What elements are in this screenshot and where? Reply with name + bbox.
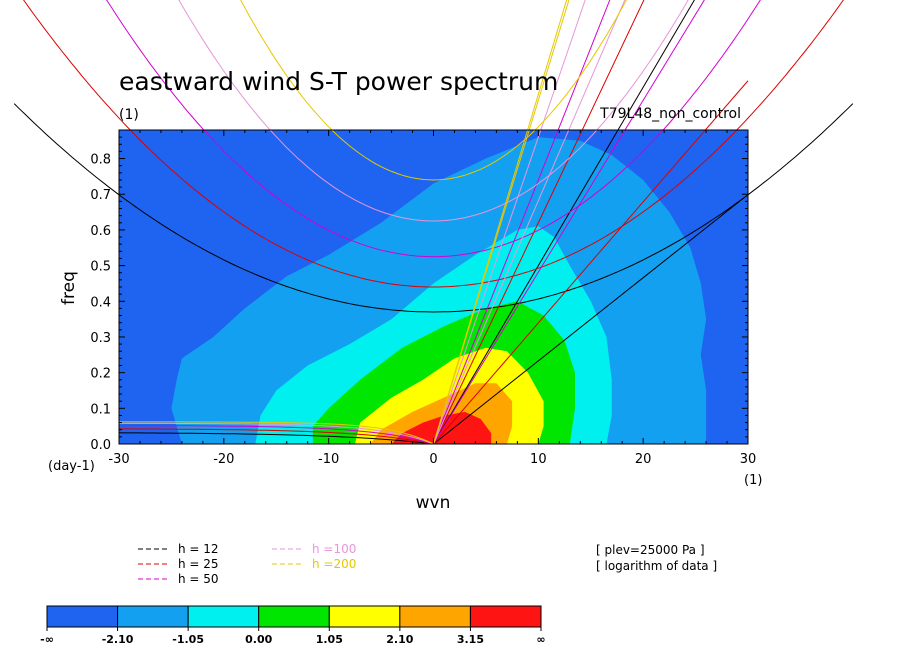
x-tick-label: 30	[740, 452, 757, 467]
colorbar-swatch	[117, 605, 189, 628]
colorbar-swatch	[328, 605, 401, 628]
eastward-line-h50	[433, 0, 611, 445]
x-tick-label: -20	[213, 452, 234, 467]
y-tick-label: 0.8	[90, 153, 111, 168]
colorbar-label: 3.15	[457, 633, 484, 646]
units-label-left: (1)	[119, 107, 139, 123]
chart-title: eastward wind S-T power spectrum	[119, 67, 558, 96]
colorbar-swatch	[187, 605, 260, 628]
eastward-line-h25	[433, 0, 645, 445]
colorbar-label: -1.05	[172, 633, 204, 646]
colorbar-swatch	[46, 605, 119, 628]
x-axis-title: wvn	[416, 493, 451, 513]
y-tick-label: 0.6	[90, 224, 111, 239]
legend-label: h =200	[312, 557, 356, 571]
eastward-line-h100	[433, 0, 586, 445]
y-tick-label: 0.7	[90, 188, 111, 203]
contour-fill-layer	[171, 137, 707, 444]
eastward-line-h12	[433, 0, 695, 445]
rossby-curve-h100	[119, 422, 434, 445]
x-tick-label: -30	[108, 452, 129, 467]
colorbar: -∞ -2.10 -1.05 0.00 1.05 2.10 3.15 ∞	[40, 605, 546, 646]
ig-curve-h12	[13, 103, 854, 313]
legend-label: h = 50	[178, 572, 219, 586]
colorbar-swatch	[258, 605, 330, 628]
colorbar-label: 2.10	[386, 633, 413, 646]
kelvin-line-h100	[433, 0, 626, 445]
y-tick-label: 0.0	[90, 438, 111, 453]
y-tick-label: 0.5	[90, 260, 111, 275]
colorbar-label: -∞	[40, 633, 54, 646]
level-note: [ plev=25000 Pa ]	[596, 543, 705, 557]
colorbar-swatch	[469, 605, 542, 628]
y-tick-label: 0.1	[90, 402, 111, 417]
eastward-line-h200	[433, 0, 568, 445]
rossby-curve-h50	[119, 425, 434, 445]
axis-ticks: -30 -20 -10 0 10 20 30 0.0 0.1 0.2 0.3 0.4 0.5 0.6 0.7…	[90, 130, 756, 467]
colorbar-swatch	[399, 605, 471, 628]
rossby-curve-h12	[118, 432, 434, 445]
y-tick-label: 0.2	[90, 367, 111, 382]
y-tick-label: 0.4	[90, 295, 111, 310]
colorbar-label: ∞	[536, 633, 545, 646]
y-tick-label: 0.3	[90, 331, 111, 346]
colorbar-label: 0.00	[245, 633, 272, 646]
ig-curve-h200	[240, 0, 627, 181]
x-tick-label: 10	[530, 452, 547, 467]
ig-curve-h50	[106, 0, 761, 258]
kelvin-line-h25	[433, 80, 749, 445]
x-tick-label: 20	[635, 452, 652, 467]
y-unit-label: (day-1)	[48, 459, 95, 474]
colorbar-label: -2.10	[102, 633, 134, 646]
legend-label: h = 25	[178, 557, 219, 571]
ig-curve-h100	[178, 0, 689, 222]
y-axis-title: freq	[59, 271, 79, 305]
legend-label: h =100	[312, 542, 356, 556]
kelvin-line-h50	[433, 0, 705, 445]
x-tick-label: 0	[429, 452, 437, 467]
x-unit-label: (1)	[744, 473, 762, 488]
ig-curve-h25	[22, 0, 845, 288]
colorbar-label: 1.05	[316, 633, 343, 646]
rossby-curve-h200	[119, 421, 434, 445]
kelvin-line-h200	[433, 0, 570, 445]
dispersion-curves-layer	[13, 0, 854, 445]
legend-label: h = 12	[178, 542, 219, 556]
kelvin-line-h12	[433, 194, 749, 445]
experiment-label: T79L48_non_control	[599, 106, 741, 122]
transform-note: [ logarithm of data ]	[596, 559, 717, 573]
x-tick-label: -10	[318, 452, 339, 467]
rossby-curve-h25	[119, 428, 434, 445]
